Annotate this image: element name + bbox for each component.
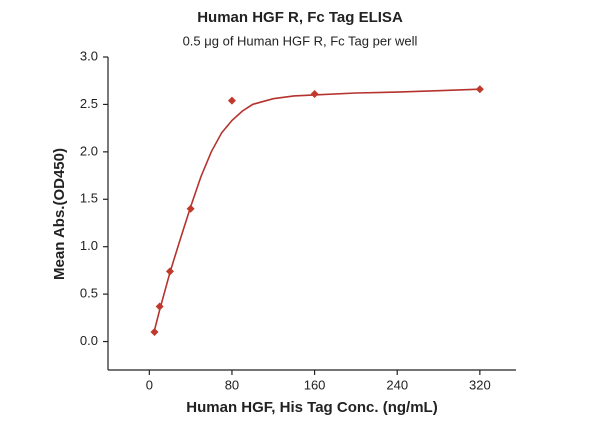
fit-curve: [153, 88, 480, 331]
y-tick-label: 3.0: [80, 48, 98, 63]
chart-subtitle: 0.5 μg of Human HGF R, Fc Tag per well: [183, 33, 418, 48]
y-tick-label: 1.5: [80, 191, 98, 206]
x-tick-label: 240: [386, 377, 408, 392]
y-tick-label: 2.5: [80, 96, 98, 111]
data-point: [310, 89, 319, 98]
y-tick-label: 0.5: [80, 286, 98, 301]
x-tick-label: 320: [469, 377, 491, 392]
data-point: [165, 267, 174, 276]
x-tick-label: 0: [146, 377, 153, 392]
y-tick-label: 2.0: [80, 143, 98, 158]
x-tick-label: 160: [304, 377, 326, 392]
data-point: [150, 328, 159, 337]
data-point: [227, 96, 236, 105]
chart-title: Human HGF R, Fc Tag ELISA: [197, 9, 403, 26]
y-axis-label: Mean Abs.(OD450): [51, 148, 68, 280]
y-tick-label: 0.0: [80, 333, 98, 348]
data-point: [155, 302, 164, 311]
data-point: [475, 85, 484, 94]
data-point: [186, 204, 195, 213]
x-tick-label: 80: [225, 377, 239, 392]
x-axis-label: Human HGF, His Tag Conc. (ng/mL): [186, 399, 437, 416]
y-tick-label: 1.0: [80, 238, 98, 253]
